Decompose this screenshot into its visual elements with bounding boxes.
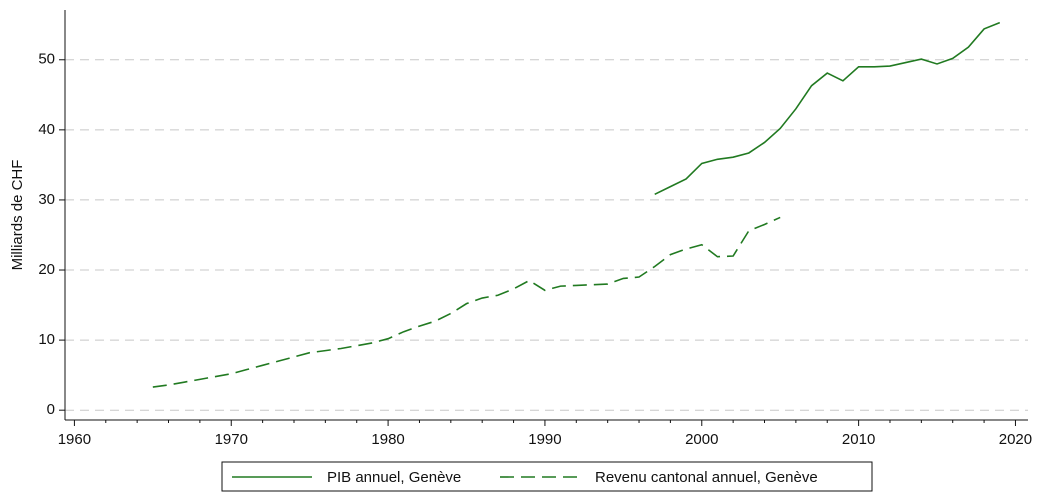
x-tick-label: 2020: [999, 431, 1032, 448]
y-tick-label: 50: [38, 51, 55, 68]
x-tick-label: 1960: [58, 431, 91, 448]
y-axis-label: Milliards de CHF: [9, 160, 26, 271]
y-tick-label: 10: [38, 331, 55, 348]
x-tick-label: 1990: [528, 431, 561, 448]
legend-label: Revenu cantonal annuel, Genève: [595, 469, 818, 486]
x-tick-label: 2000: [685, 431, 718, 448]
y-tick-label: 30: [38, 191, 55, 208]
x-tick-label: 1970: [215, 431, 248, 448]
line-series: [152, 216, 781, 388]
line-series: [654, 21, 1001, 196]
y-tick-label: 0: [47, 401, 55, 418]
legend-label: PIB annuel, Genève: [327, 469, 461, 486]
y-tick-label: 40: [38, 121, 55, 138]
x-tick-label: 1980: [371, 431, 404, 448]
y-tick-label: 20: [38, 261, 55, 278]
x-tick-label: 2010: [842, 431, 875, 448]
